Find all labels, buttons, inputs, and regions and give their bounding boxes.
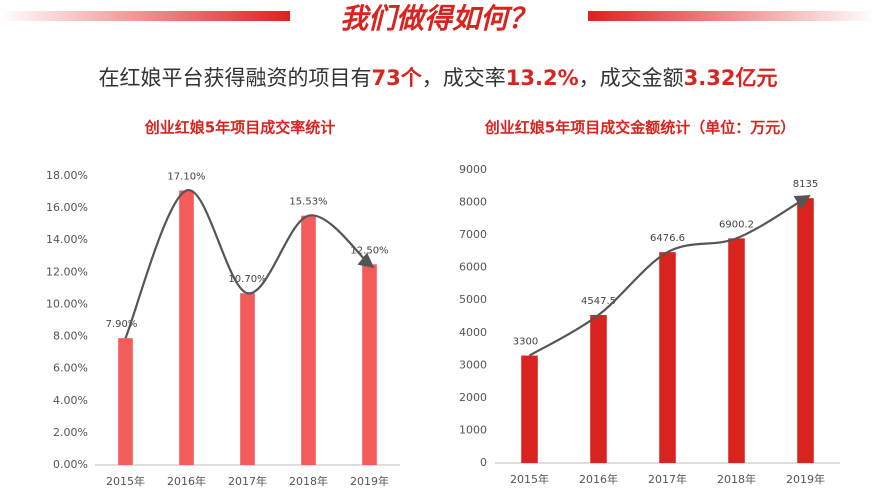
y-tick-label: 7000 [459,228,487,241]
x-tick-label: 2018年 [289,474,328,488]
x-tick-label: 2015年 [510,472,549,486]
headline-part: 13.2% [506,66,579,90]
headline-part: ，成交金额 [579,66,684,90]
x-tick-label: 2019年 [786,472,825,486]
x-tick-label: 2019年 [350,474,389,488]
headline-part: 在红娘平台获得融资的项目有 [99,66,372,90]
y-tick-label: 6.00% [53,362,88,375]
value-label: 6476.6 [650,233,685,244]
chart-title: 创业红娘5年项目成交金额统计（单位：万元） [484,119,795,137]
headline-part: 73个 [372,66,423,90]
y-tick-label: 8000 [459,196,487,209]
bar [797,198,814,463]
y-tick-label: 10.00% [46,297,88,310]
y-tick-label: 0 [480,456,487,469]
y-tick-label: 14.00% [46,233,88,246]
y-tick-label: 1000 [459,423,487,436]
value-label: 12.50% [350,245,388,256]
y-tick-label: 4.00% [53,394,88,407]
trend-line [124,189,375,339]
headline-part: 3.32亿元 [684,66,778,90]
header-bar-right [588,11,876,21]
headline: 在红娘平台获得融资的项目有73个，成交率13.2%，成交金额3.32亿元 [99,66,778,90]
bar [240,293,255,465]
y-tick-label: 4000 [459,326,487,339]
slide-title: 我们做得如何？ [340,2,536,35]
bar [118,338,133,465]
y-tick-label: 2.00% [53,426,88,439]
y-tick-label: 2000 [459,391,487,404]
bar [301,215,316,465]
x-tick-label: 2018年 [717,472,756,486]
y-tick-label: 12.00% [46,265,88,278]
header-bar-left [0,11,290,21]
bar [659,252,676,463]
x-tick-label: 2016年 [167,474,206,488]
bar [179,190,194,465]
value-label: 17.10% [167,171,205,182]
value-label: 4547.5 [581,296,616,307]
value-label: 6900.2 [719,219,754,230]
x-tick-label: 2017年 [648,472,687,486]
bar [362,264,377,465]
value-label: 10.70% [228,274,266,285]
trend-line [528,195,811,357]
y-tick-label: 8.00% [53,330,88,343]
y-tick-label: 18.00% [46,169,88,182]
x-tick-label: 2017年 [228,474,267,488]
bar [590,314,607,463]
y-tick-label: 6000 [459,261,487,274]
x-tick-label: 2015年 [106,474,145,488]
value-label: 7.90% [106,319,138,330]
y-tick-label: 3000 [459,358,487,371]
value-label: 3300 [513,337,538,348]
bar [521,355,538,463]
x-tick-label: 2016年 [579,472,618,486]
chart-title: 创业红娘5年项目成交率统计 [144,119,335,137]
y-tick-label: 9000 [459,163,487,176]
value-label: 15.53% [289,197,327,208]
value-label: 8135 [793,179,818,190]
headline-part: ，成交率 [422,66,506,90]
bar [728,238,745,463]
y-tick-label: 5000 [459,293,487,306]
y-tick-label: 16.00% [46,201,88,214]
y-tick-label: 0.00% [53,458,88,471]
